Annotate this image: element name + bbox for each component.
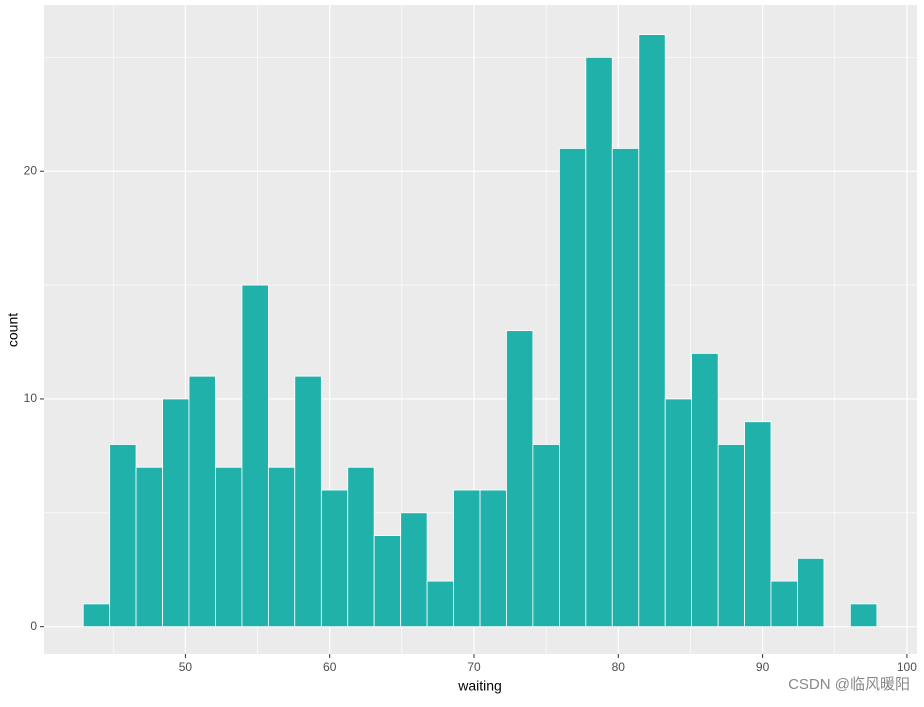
bar [744, 421, 772, 628]
bar [400, 512, 428, 628]
x-tick-label: 80 [612, 660, 626, 674]
bar [559, 148, 587, 628]
y-tick-label: 10 [24, 391, 38, 405]
bar [532, 444, 560, 628]
bar [506, 330, 534, 628]
bar [294, 375, 322, 628]
bar [638, 34, 666, 628]
bar [241, 284, 269, 628]
bar [691, 353, 719, 628]
bar [347, 466, 375, 628]
x-tick-label: 60 [323, 660, 337, 674]
y-axis-title: count [5, 313, 21, 347]
bar [479, 489, 507, 628]
bar [320, 489, 349, 628]
bar [770, 580, 798, 628]
bar [162, 398, 190, 628]
x-tick-label: 100 [897, 660, 917, 674]
bar [585, 56, 613, 628]
x-tick-label: 70 [467, 660, 481, 674]
bar [188, 375, 216, 628]
bar [267, 466, 296, 628]
bar [849, 603, 878, 628]
bar [135, 466, 164, 628]
y-tick-label: 20 [24, 163, 38, 177]
bar [664, 398, 693, 628]
bar [611, 148, 640, 628]
bar [82, 603, 111, 628]
x-axis-title: waiting [457, 678, 502, 694]
x-tick-label: 90 [756, 660, 770, 674]
x-tick-label: 50 [179, 660, 193, 674]
watermark: CSDN @临风暖阳 [788, 676, 910, 693]
bar [426, 580, 454, 628]
y-tick-label: 0 [30, 619, 37, 633]
bar [109, 444, 137, 628]
bar [215, 466, 243, 628]
bar [453, 489, 481, 628]
bar [797, 557, 825, 628]
bar [717, 444, 745, 628]
bar [373, 535, 402, 628]
